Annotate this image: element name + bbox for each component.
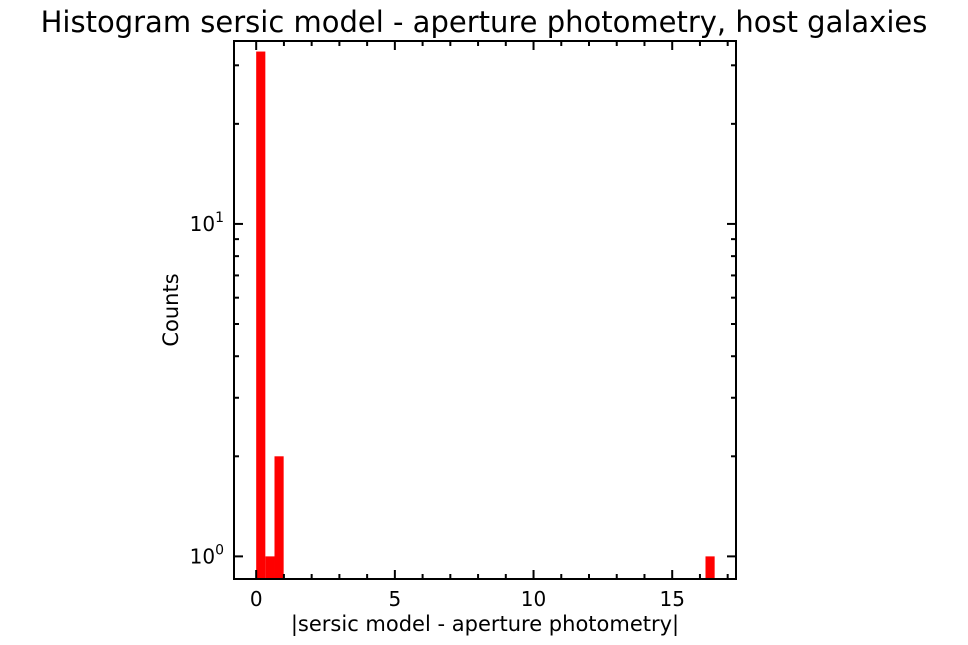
x-tick-label: 15 [659, 587, 684, 611]
y-tick-label: 101 [190, 210, 224, 236]
plot-frame [233, 40, 737, 580]
histogram-bar-3 [705, 556, 715, 579]
x-tick-label: 5 [388, 587, 401, 611]
histogram-bar-2 [274, 456, 284, 579]
chart-title: Histogram sersic model - aperture photom… [41, 5, 928, 39]
x-axis-label: |sersic model - aperture photometry| [291, 612, 679, 637]
ticks-group: 0 5 10 15 100 101 [190, 41, 736, 611]
y-axis-label: Counts [159, 273, 183, 346]
y-tick-label: 100 [190, 542, 224, 568]
bars-group [256, 51, 715, 579]
histogram-bar-1 [265, 556, 275, 579]
x-tick-label: 10 [521, 587, 546, 611]
x-tick-label: 0 [250, 587, 263, 611]
histogram-bar-0 [256, 51, 266, 579]
